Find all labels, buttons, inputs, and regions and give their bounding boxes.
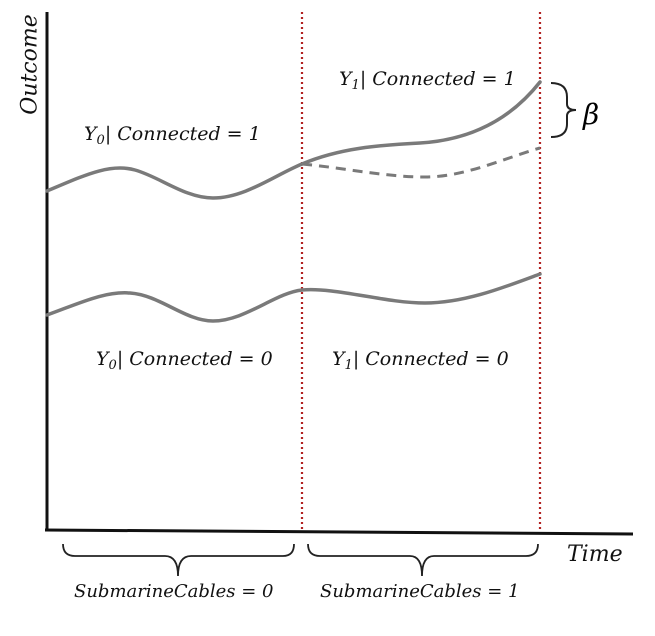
label-var: Y	[332, 348, 345, 370]
period-label-pre: SubmarineCables = 0	[74, 581, 274, 602]
label-text: | Connected = 0	[116, 348, 273, 370]
y-axis-label: Outcome	[17, 14, 43, 115]
connected-curve-pre	[45, 162, 304, 200]
beta-brace	[550, 82, 577, 138]
x-axis-label: Time	[567, 542, 623, 567]
label-text: | Connected = 0	[352, 348, 509, 370]
connected-curve-post	[300, 80, 542, 166]
label-subscript: 0	[108, 358, 117, 373]
label-subscript: 1	[351, 78, 360, 93]
post-period-brace	[307, 543, 539, 577]
label-var: Y	[84, 123, 97, 145]
label-text: | Connected = 1	[359, 68, 516, 90]
unconnected-curve	[45, 272, 542, 323]
label-subscript: 0	[96, 133, 105, 148]
label-var: Y	[339, 68, 352, 90]
period-label-post: SubmarineCables = 1	[320, 581, 520, 602]
label-text: | Connected = 1	[104, 123, 261, 145]
label-y0-connected-0: Y0| Connected = 0	[96, 348, 273, 373]
label-var: Y	[96, 348, 109, 370]
label-y1-connected-1: Y1| Connected = 1	[339, 68, 516, 93]
label-y0-connected-1: Y0| Connected = 1	[84, 123, 261, 148]
counterfactual-curve	[301, 146, 541, 179]
beta-label: β	[583, 98, 600, 131]
pre-period-brace	[62, 543, 295, 577]
label-subscript: 1	[344, 358, 353, 373]
label-y1-connected-0: Y1| Connected = 0	[332, 348, 509, 373]
x-axis	[44, 528, 634, 536]
